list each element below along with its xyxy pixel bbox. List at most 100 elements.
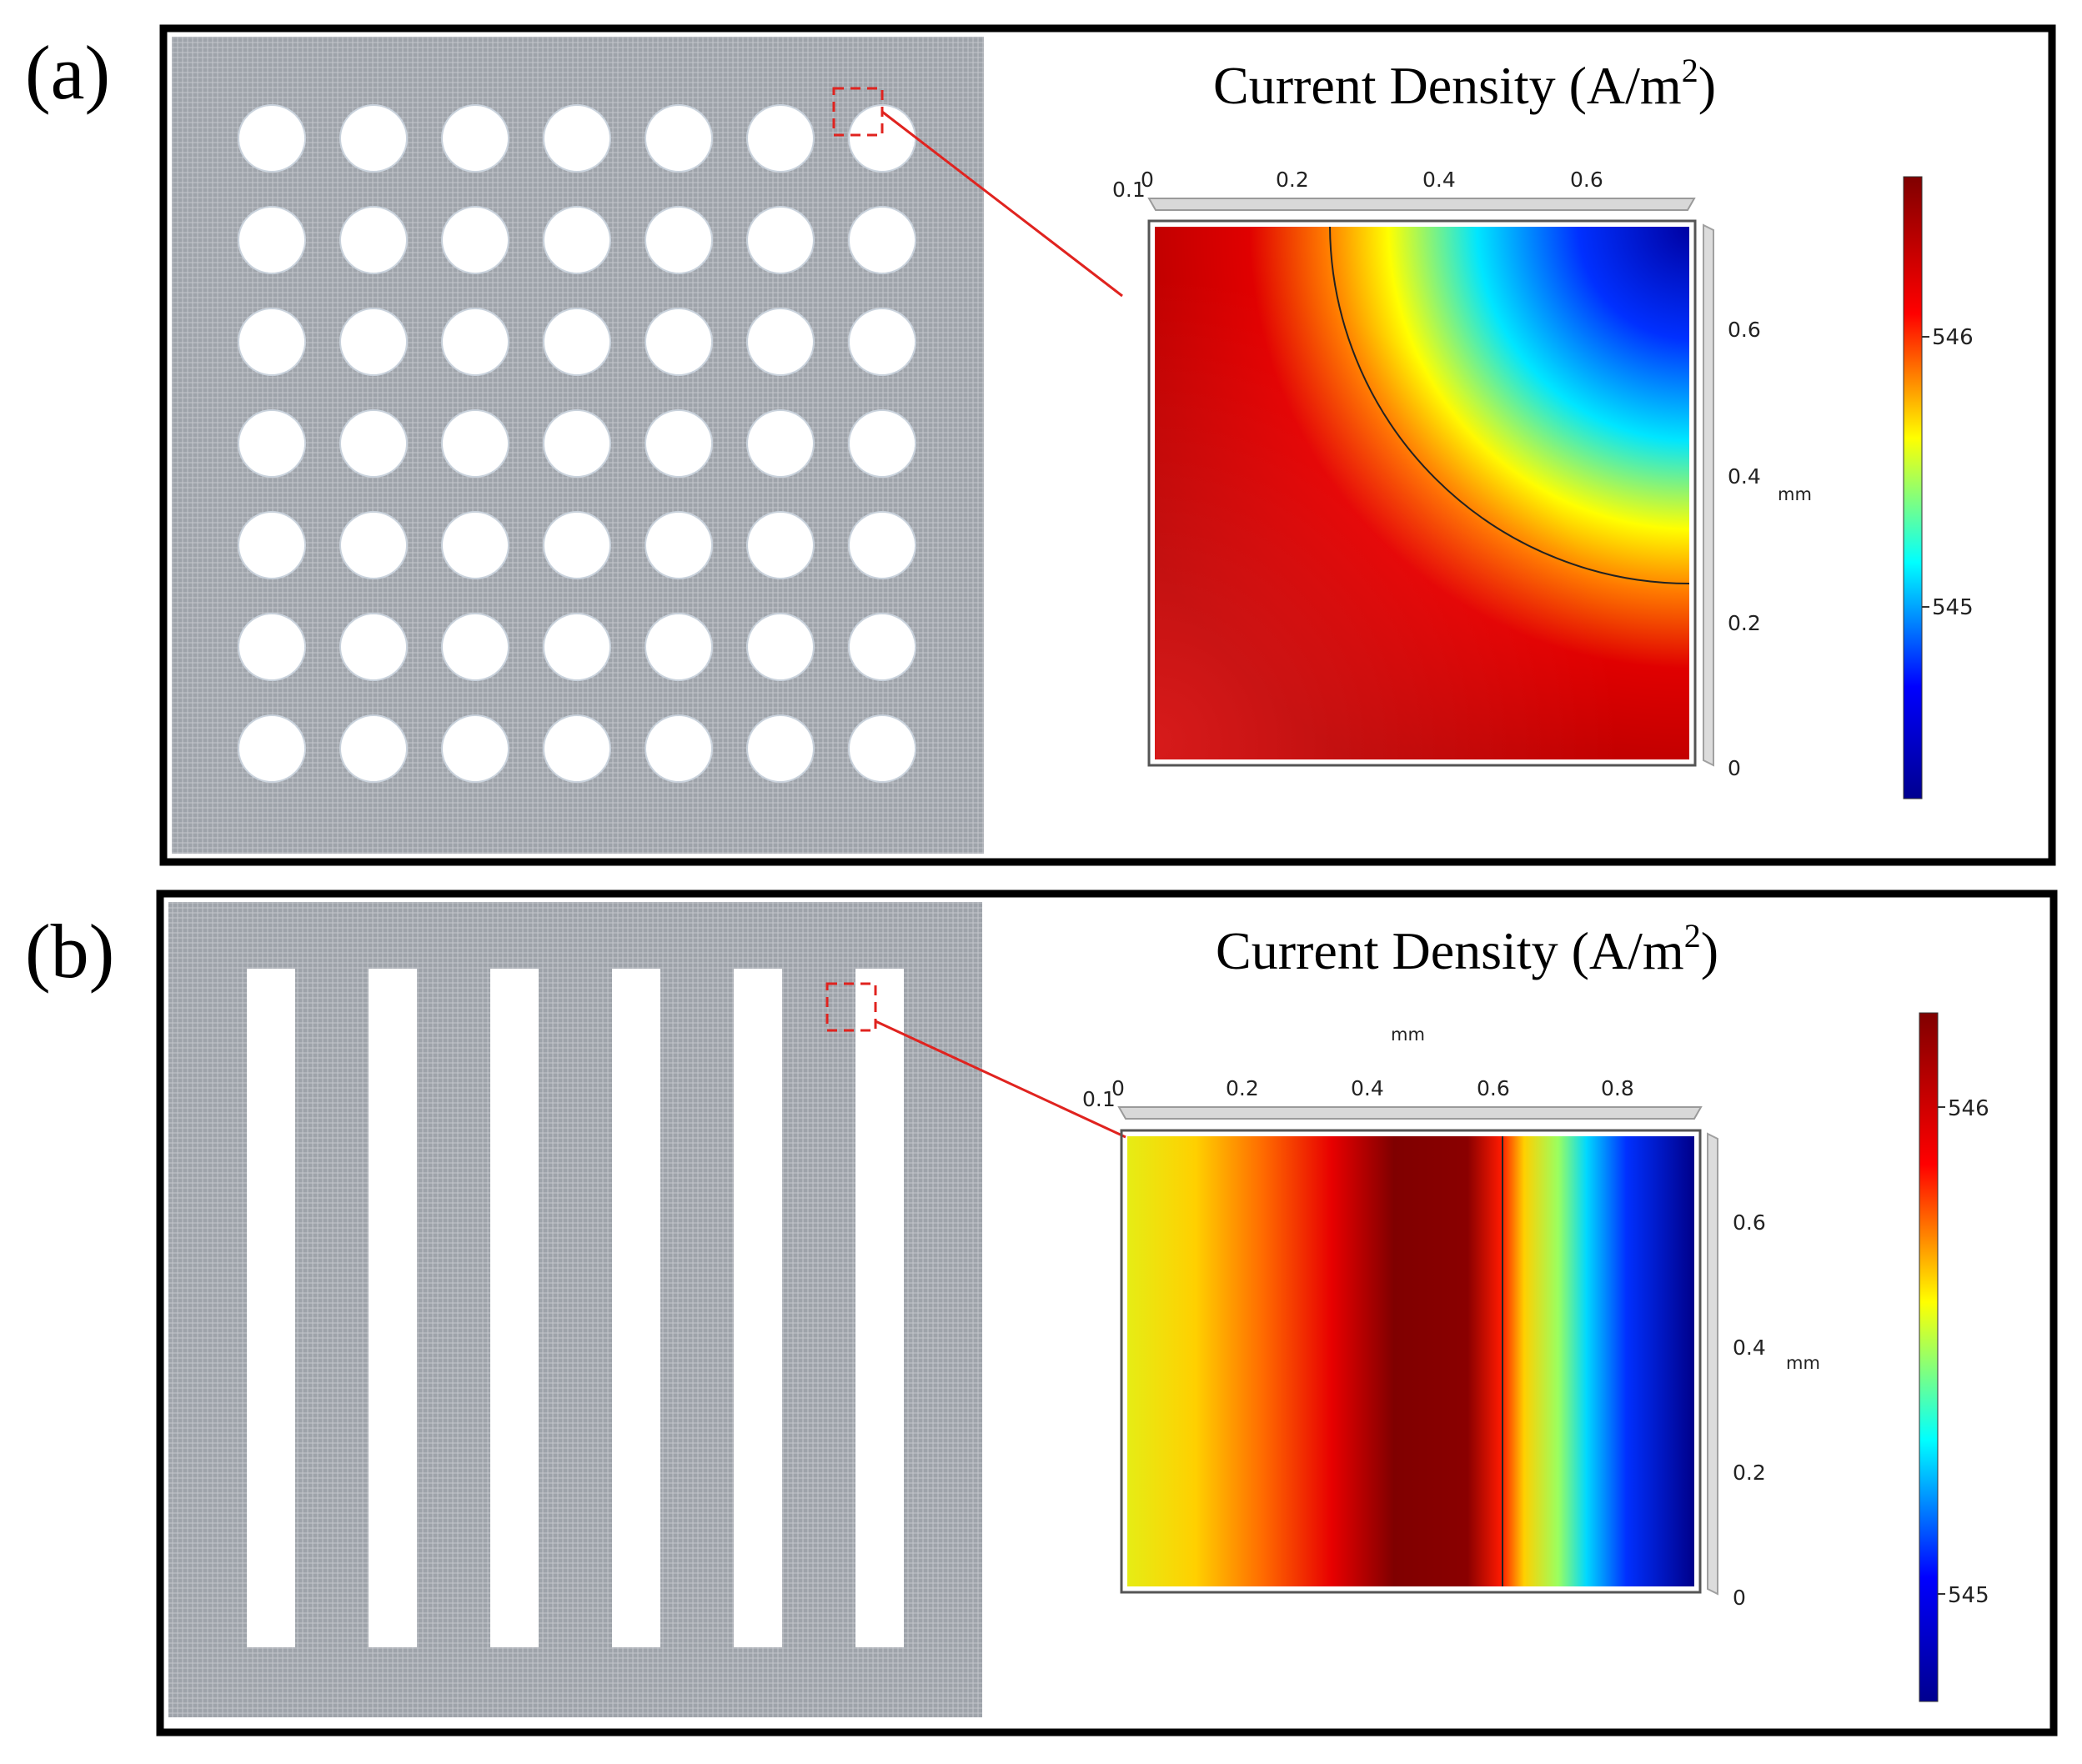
colorbar-a-tick: 545 bbox=[1932, 595, 1974, 620]
inset-a-y-unit: mm bbox=[1778, 484, 1812, 504]
inset-a-y-tick: 0.2 bbox=[1728, 611, 1761, 635]
inset-b-y-tick: 0.4 bbox=[1733, 1336, 1766, 1360]
hole bbox=[238, 613, 306, 681]
hole bbox=[441, 409, 509, 478]
hole bbox=[645, 714, 713, 783]
hole bbox=[441, 104, 509, 173]
mesh-plate-slots bbox=[168, 902, 982, 1717]
inset-plot-b: mm 0.1 0 0.2 0.4 0.6 0.8 0.6 0.4 0.2 0 m… bbox=[1082, 1025, 1820, 1610]
inset-b-border bbox=[1120, 1129, 1702, 1594]
inset-a-y-tick: 0 bbox=[1728, 756, 1741, 780]
hole bbox=[339, 206, 408, 274]
hole bbox=[848, 206, 916, 274]
hole bbox=[746, 409, 815, 478]
colorbar-a-tick: 546 bbox=[1932, 325, 1974, 350]
hole bbox=[238, 511, 306, 579]
inset-b-top-axis bbox=[1117, 1106, 1703, 1120]
hole bbox=[746, 613, 815, 681]
hole-boundary-arc bbox=[1329, 226, 1690, 584]
inset-b-x-corner: 0.1 bbox=[1082, 1087, 1116, 1111]
hole bbox=[645, 511, 713, 579]
inset-a-x-tick: 0.4 bbox=[1422, 168, 1456, 192]
hole bbox=[238, 206, 306, 274]
inset-a-right-axis bbox=[1703, 223, 1714, 767]
hole bbox=[543, 104, 611, 173]
callout-line-a bbox=[881, 110, 1123, 298]
hole bbox=[339, 613, 408, 681]
colorbar-a: 546 545 bbox=[1903, 176, 1974, 799]
hole bbox=[543, 308, 611, 376]
hole bbox=[339, 104, 408, 173]
hole-array bbox=[238, 104, 916, 783]
inset-a-x-corner: 0.1 bbox=[1112, 178, 1146, 202]
hole bbox=[339, 308, 408, 376]
inset-b-x-tick: 0.2 bbox=[1226, 1076, 1259, 1100]
slot bbox=[490, 969, 539, 1647]
hole bbox=[441, 308, 509, 376]
hole bbox=[645, 613, 713, 681]
inset-b-right-axis bbox=[1707, 1132, 1718, 1596]
hole bbox=[543, 613, 611, 681]
hole bbox=[848, 511, 916, 579]
hole bbox=[543, 409, 611, 478]
hole bbox=[238, 409, 306, 478]
colorbar-b-tick: 545 bbox=[1948, 1583, 1989, 1608]
panel-a-label: (a) bbox=[25, 30, 110, 115]
inset-a-field-shade bbox=[1155, 227, 1689, 759]
hole bbox=[746, 104, 815, 173]
hole bbox=[746, 714, 815, 783]
hole bbox=[848, 308, 916, 376]
inset-a-y-tick: 0.6 bbox=[1728, 318, 1761, 342]
inset-b-field bbox=[1127, 1136, 1694, 1586]
inset-plot-a: 0.1 0 0.2 0.4 0.6 0.6 0.4 0.2 0 mm bbox=[1112, 168, 1812, 780]
panel-b-frame bbox=[156, 890, 2058, 1736]
hole bbox=[238, 308, 306, 376]
hole bbox=[339, 714, 408, 783]
inset-b-x-unit: mm bbox=[1391, 1025, 1425, 1045]
hole bbox=[238, 714, 306, 783]
inset-b-x-tick: 0 bbox=[1111, 1076, 1125, 1100]
hole bbox=[238, 104, 306, 173]
inset-a-x-tick: 0.6 bbox=[1570, 168, 1603, 192]
slot bbox=[247, 969, 295, 1647]
callout-box-b bbox=[825, 982, 877, 1032]
panel-b: (b) Current Density (A/m2) mm 0.1 0 0.2 … bbox=[25, 890, 2058, 1736]
hole bbox=[441, 511, 509, 579]
callout-line-b bbox=[875, 1020, 1126, 1139]
inset-a-x-tick: 0.2 bbox=[1276, 168, 1309, 192]
inset-a-y-tick: 0.4 bbox=[1728, 464, 1761, 489]
hole bbox=[543, 206, 611, 274]
hole bbox=[441, 714, 509, 783]
panel-a-frame bbox=[159, 24, 2056, 866]
slot bbox=[369, 969, 417, 1647]
hole bbox=[645, 409, 713, 478]
hole bbox=[848, 409, 916, 478]
panel-b-label: (b) bbox=[25, 909, 114, 994]
inset-b-y-unit: mm bbox=[1786, 1353, 1820, 1373]
colorbar-a-bar bbox=[1903, 176, 1923, 799]
inset-b-x-tick: 0.6 bbox=[1477, 1076, 1510, 1100]
hole bbox=[848, 714, 916, 783]
inset-a-x-tick: 0 bbox=[1141, 168, 1154, 192]
inset-b-y-tick: 0 bbox=[1733, 1586, 1746, 1610]
slot-array bbox=[247, 969, 904, 1647]
panel-b-title: Current Density (A/m2) bbox=[1216, 917, 1718, 980]
hole bbox=[746, 511, 815, 579]
hole bbox=[645, 206, 713, 274]
hole bbox=[645, 104, 713, 173]
panel-a-title: Current Density (A/m2) bbox=[1213, 52, 1716, 115]
slot bbox=[855, 969, 904, 1647]
hole bbox=[746, 206, 815, 274]
colorbar-b-bar bbox=[1919, 1012, 1939, 1702]
hole bbox=[645, 308, 713, 376]
hole bbox=[339, 409, 408, 478]
inset-a-top-axis bbox=[1147, 198, 1696, 211]
hole bbox=[441, 206, 509, 274]
hole bbox=[339, 511, 408, 579]
inset-b-x-tick: 0.4 bbox=[1351, 1076, 1384, 1100]
hole bbox=[543, 714, 611, 783]
hole bbox=[543, 511, 611, 579]
colorbar-b-tick: 546 bbox=[1948, 1096, 1989, 1121]
hole bbox=[848, 613, 916, 681]
hole bbox=[441, 613, 509, 681]
